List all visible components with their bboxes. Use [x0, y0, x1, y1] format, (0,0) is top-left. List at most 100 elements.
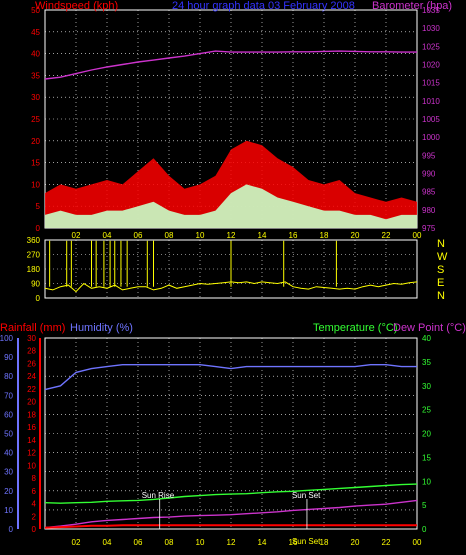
humidity-tick-label: 10 — [4, 506, 13, 515]
data-layer — [44, 50, 418, 529]
windspeed-tick-label: 25 — [31, 115, 40, 124]
direction-tick-label: 90 — [31, 280, 40, 289]
x-tick-label: 00 — [413, 538, 422, 547]
humidity-tick-label: 0 — [9, 525, 14, 534]
windspeed-tick-label: 0 — [36, 224, 41, 233]
x-tick-label: 00 — [413, 231, 422, 240]
sunset-label: Sun Set — [292, 491, 321, 500]
barometer-tick-label: 975 — [422, 224, 436, 233]
rainfall-tick-label: 22 — [27, 385, 36, 394]
tick-layer: 0510152025303540455097598098599099510001… — [0, 6, 440, 547]
temperature-tick-label: 25 — [422, 406, 431, 415]
sunrise-label: Sun Rise — [142, 491, 175, 500]
barometer-tick-label: 985 — [422, 188, 436, 197]
x-tick-label: 16 — [289, 231, 298, 240]
temperature-tick-label: 30 — [422, 382, 431, 391]
temperature-tick-label: 40 — [422, 334, 431, 343]
windspeed-tick-label: 35 — [31, 71, 40, 80]
rainfall-tick-label: 2 — [32, 512, 37, 521]
temperature-tick-label: 15 — [422, 453, 431, 462]
humidity-tick-label: 40 — [4, 449, 13, 458]
x-tick-label: 14 — [258, 538, 267, 547]
barometer-tick-label: 1035 — [422, 6, 440, 15]
rainfall-tick-label: 20 — [27, 398, 36, 407]
barometer-tick-label: 1010 — [422, 97, 440, 106]
x-tick-label: 08 — [165, 231, 174, 240]
x-tick-label: 02 — [72, 538, 81, 547]
humidity-tick-label: 60 — [4, 410, 13, 419]
rainfall-tick-label: 28 — [27, 347, 36, 356]
compass-n-bottom: N — [437, 290, 445, 302]
rainfall-tick-label: 10 — [27, 461, 36, 470]
rainfall-line — [44, 524, 417, 529]
x-tick-label: 12 — [227, 231, 236, 240]
barometer-tick-label: 1000 — [422, 133, 440, 142]
temperature-tick-label: 20 — [422, 430, 431, 439]
humidity-tick-label: 90 — [4, 353, 13, 362]
windspeed-tick-label: 50 — [31, 6, 40, 15]
x-tick-label: 22 — [382, 538, 391, 547]
sunset-time-label: Sun Set — [292, 537, 321, 546]
rainfall-tick-label: 24 — [27, 372, 36, 381]
rainfall-tick-label: 30 — [27, 334, 36, 343]
x-tick-label: 20 — [351, 231, 360, 240]
rainfall-tick-label: 8 — [32, 474, 37, 483]
dewpoint-line — [44, 499, 418, 529]
compass-w: W — [437, 251, 448, 263]
x-tick-label: 06 — [134, 538, 143, 547]
windspeed-tick-label: 5 — [36, 202, 41, 211]
barometer-tick-label: 1020 — [422, 61, 440, 70]
rainfall-tick-label: 16 — [27, 423, 36, 432]
x-tick-label: 10 — [196, 231, 205, 240]
barometer-line — [44, 50, 417, 80]
x-tick-label: 16 — [289, 538, 298, 547]
rainfall-tick-label: 4 — [32, 500, 37, 509]
x-tick-label: 12 — [227, 538, 236, 547]
temperature-tick-label: 10 — [422, 477, 431, 486]
x-tick-label: 04 — [103, 538, 112, 547]
windspeed-tick-label: 30 — [31, 93, 40, 102]
x-tick-label: 20 — [351, 538, 360, 547]
humidity-tick-label: 100 — [0, 334, 14, 343]
windspeed-tick-label: 20 — [31, 137, 40, 146]
temperature-tick-label: 5 — [422, 501, 427, 510]
x-tick-label: 02 — [72, 231, 81, 240]
barometer-tick-label: 990 — [422, 170, 436, 179]
humidity-tick-label: 20 — [4, 487, 13, 496]
x-tick-label: 10 — [196, 538, 205, 547]
temperature-line — [44, 483, 418, 504]
temperature-tick-label: 35 — [422, 358, 431, 367]
rainfall-tick-label: 18 — [27, 410, 36, 419]
barometer-title: Barometer (hpa) — [372, 0, 452, 12]
dewpoint-title: Dew Point (°C) — [393, 322, 466, 334]
windspeed-tick-label: 40 — [31, 50, 40, 59]
direction-tick-label: 270 — [27, 251, 41, 260]
rainfall-tick-label: 14 — [27, 436, 36, 445]
x-tick-label: 22 — [382, 231, 391, 240]
x-tick-label: 14 — [258, 231, 267, 240]
direction-tick-label: 180 — [27, 265, 41, 274]
humidity-tick-label: 70 — [4, 391, 13, 400]
temperature-tick-label: 0 — [422, 525, 427, 534]
rainfall-tick-label: 0 — [32, 525, 37, 534]
rainfall-tick-label: 6 — [32, 487, 37, 496]
x-tick-label: 06 — [134, 231, 143, 240]
windspeed-tick-label: 15 — [31, 159, 40, 168]
x-tick-label: 04 — [103, 231, 112, 240]
x-tick-label: 18 — [320, 231, 329, 240]
rainfall-tick-label: 26 — [27, 359, 36, 368]
windspeed-tick-label: 45 — [31, 28, 40, 37]
humidity-line — [44, 364, 417, 391]
wind-average-area — [45, 184, 417, 228]
humidity-tick-label: 80 — [4, 372, 13, 381]
temperature-title: Temperature (°C) — [313, 322, 397, 334]
barometer-tick-label: 1030 — [422, 24, 440, 33]
barometer-tick-label: 980 — [422, 206, 436, 215]
barometer-tick-label: 1005 — [422, 115, 440, 124]
humidity-tick-label: 50 — [4, 430, 13, 439]
humidity-title: Humidity (%) — [70, 322, 133, 334]
barometer-tick-label: 995 — [422, 151, 436, 160]
direction-tick-label: 0 — [36, 294, 41, 303]
